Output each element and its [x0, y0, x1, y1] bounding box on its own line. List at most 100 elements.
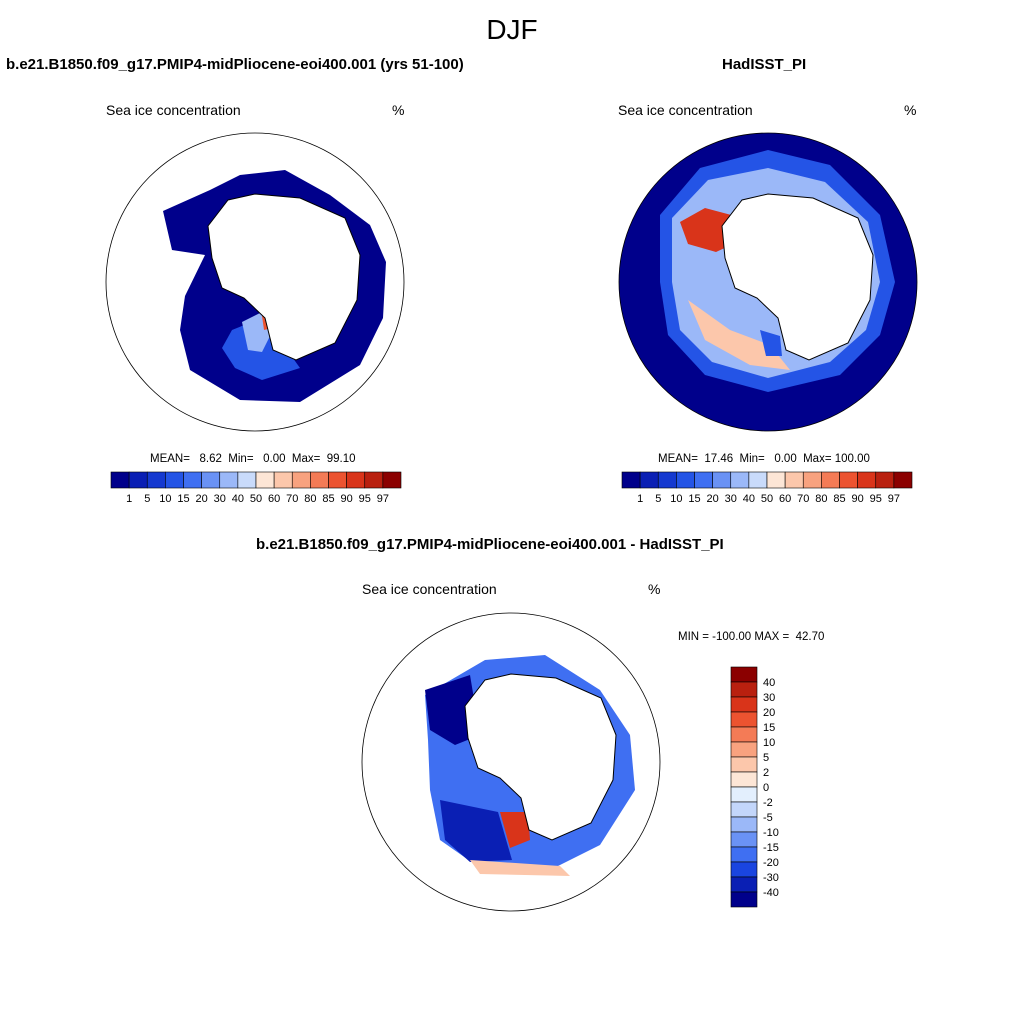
colorbar-tick-label: 5	[655, 493, 661, 505]
obs-units-label: %	[904, 102, 917, 118]
colorbar-tick-label: 50	[761, 493, 773, 505]
colorbar-tick-label: 40	[763, 677, 775, 689]
colorbar-tick-label: 70	[286, 493, 298, 505]
colorbar-tick-label: 10	[159, 493, 171, 505]
colorbar-tick-label: -40	[763, 887, 779, 899]
colorbar-tick-label: 1	[126, 493, 132, 505]
colorbar-tick-label: 50	[250, 493, 262, 505]
colorbar-swatch	[893, 471, 913, 489]
colorbar-tick-label: 10	[763, 737, 775, 749]
colorbar-swatch	[802, 471, 822, 489]
colorbar-swatch	[657, 471, 677, 489]
colorbar-swatch	[639, 471, 659, 489]
colorbar-tick-label: -5	[763, 812, 773, 824]
colorbar-tick-label: 10	[670, 493, 682, 505]
colorbar-swatch	[875, 471, 895, 489]
colorbar-swatch	[676, 471, 695, 489]
colorbar-tick-label: 2	[763, 767, 769, 779]
colorbar-swatch	[730, 816, 758, 833]
colorbar-swatch	[730, 786, 758, 803]
colorbar-tick-label: 5	[763, 752, 769, 764]
diff-units-label: %	[648, 581, 661, 597]
obs-sea-ice-pink-patch	[688, 300, 790, 370]
colorbar-swatch	[621, 471, 641, 489]
model-stats: MEAN= 8.62 Min= 0.00 Max= 99.10	[150, 453, 356, 465]
colorbar-tick-label: -30	[763, 872, 779, 884]
diff-band-dark-blue	[425, 675, 480, 745]
colorbar-swatch	[730, 741, 758, 758]
colorbar-swatch	[730, 726, 758, 743]
colorbar-swatch	[730, 861, 758, 878]
colorbar-swatch	[730, 846, 758, 863]
colorbar-swatch	[255, 471, 275, 489]
colorbar-tick-label: 70	[797, 493, 809, 505]
model-colorbar: 1 5 10 15 20 30 40 50 60 70 80 85 90 95 97	[110, 471, 402, 505]
colorbar-swatch	[183, 471, 202, 489]
colorbar-swatch	[364, 471, 384, 489]
diff-panel-title: b.e21.B1850.f09_g17.PMIP4-midPliocene-eo…	[256, 536, 724, 553]
obs-sea-ice-blue-patch	[760, 330, 782, 356]
colorbar-tick-label: 85	[322, 493, 334, 505]
colorbar-tick-label: 40	[232, 493, 244, 505]
colorbar-tick-label: 95	[359, 493, 371, 505]
colorbar-swatch	[730, 891, 758, 908]
colorbar-swatch	[328, 471, 347, 489]
colorbar-swatch	[730, 801, 758, 818]
colorbar-tick-label: 95	[870, 493, 882, 505]
colorbar-tick-label: 90	[852, 493, 864, 505]
obs-antarctica	[721, 193, 874, 361]
diff-variable-label: Sea ice concentration	[362, 581, 497, 597]
colorbar-swatch	[730, 831, 758, 848]
model-antarctica	[207, 193, 361, 361]
colorbar-swatch	[165, 471, 184, 489]
colorbar-swatch	[310, 471, 329, 489]
colorbar-tick-label: 15	[177, 493, 189, 505]
colorbar-swatch	[382, 471, 402, 489]
colorbar-tick-label: 20	[707, 493, 719, 505]
colorbar-swatch	[730, 696, 758, 713]
diff-pink-edge	[470, 860, 570, 876]
colorbar-tick-label: 80	[815, 493, 827, 505]
colorbar-tick-label: 90	[341, 493, 353, 505]
colorbar-swatch	[291, 471, 311, 489]
colorbar-swatch	[110, 471, 130, 489]
colorbar-swatch	[712, 471, 732, 489]
colorbar-tick-label: 80	[304, 493, 316, 505]
colorbar-tick-label: -10	[763, 827, 779, 839]
colorbar-tick-label: -20	[763, 857, 779, 869]
diff-stats: MIN = -100.00 MAX = 42.70	[678, 631, 825, 643]
colorbar-swatch	[766, 471, 786, 489]
obs-map	[619, 133, 917, 431]
colorbar-swatch	[273, 471, 293, 489]
colorbar-tick-label: -2	[763, 797, 773, 809]
colorbar-tick-label: 5	[144, 493, 150, 505]
colorbar-swatch	[857, 471, 877, 489]
model-variable-label: Sea ice concentration	[106, 102, 241, 118]
colorbar-swatch	[748, 471, 768, 489]
colorbar-tick-label: 1	[637, 493, 643, 505]
obs-variable-label: Sea ice concentration	[618, 102, 753, 118]
colorbar-swatch	[730, 876, 758, 893]
colorbar-swatch	[237, 471, 257, 489]
colorbar-swatch	[730, 756, 758, 773]
obs-map-boundary	[618, 132, 918, 432]
obs-stats: MEAN= 17.46 Min= 0.00 Max= 100.00	[658, 453, 870, 465]
model-map	[163, 170, 386, 402]
colorbar-swatch	[730, 711, 758, 728]
colorbar-tick-label: 20	[196, 493, 208, 505]
colorbar-tick-label: 60	[268, 493, 280, 505]
colorbar-swatch	[346, 471, 366, 489]
colorbar-swatch	[219, 471, 239, 489]
colorbar-tick-label: 60	[779, 493, 791, 505]
colorbar-swatch	[146, 471, 166, 489]
colorbar-tick-label: 15	[763, 722, 775, 734]
colorbar-tick-label: 15	[688, 493, 700, 505]
colorbar-tick-label: -15	[763, 842, 779, 854]
diff-antarctica	[464, 673, 617, 841]
colorbar-swatch	[730, 681, 758, 698]
colorbar-swatch	[128, 471, 148, 489]
model-map-boundary	[105, 132, 405, 432]
colorbar-tick-label: 30	[763, 692, 775, 704]
